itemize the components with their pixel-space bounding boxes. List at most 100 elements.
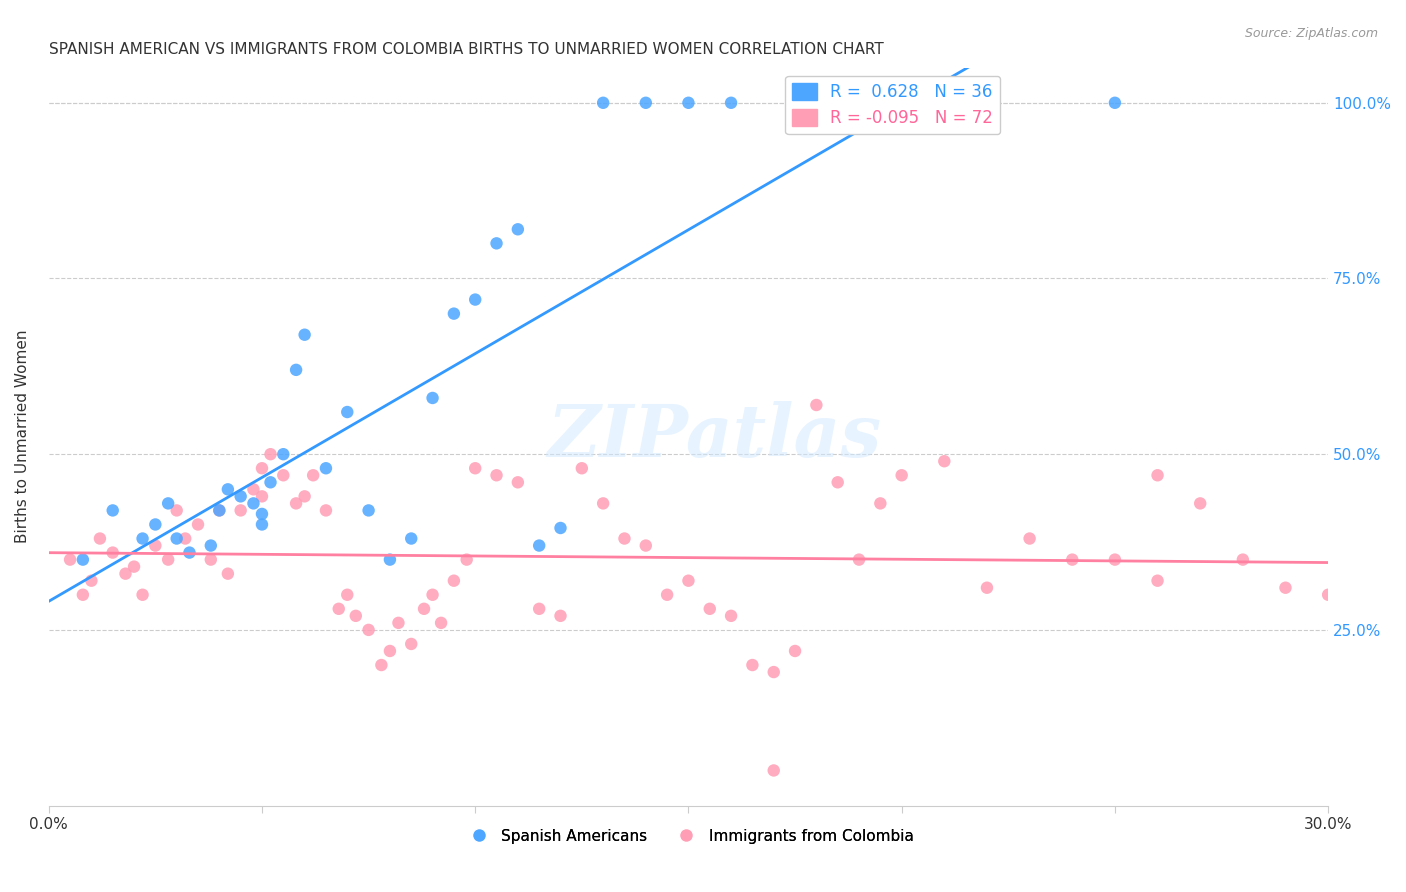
Point bbox=[506, 475, 529, 490]
Point bbox=[336, 405, 359, 419]
Point bbox=[131, 588, 153, 602]
Point bbox=[806, 398, 828, 412]
Point bbox=[250, 517, 273, 532]
Point bbox=[506, 222, 529, 236]
Point bbox=[655, 588, 678, 602]
Point bbox=[378, 644, 401, 658]
Point bbox=[200, 552, 222, 566]
Point bbox=[302, 468, 325, 483]
Point bbox=[80, 574, 103, 588]
Point bbox=[250, 507, 273, 521]
Point bbox=[634, 539, 657, 553]
Point bbox=[157, 552, 180, 566]
Point bbox=[869, 496, 891, 510]
Text: Source: ZipAtlas.com: Source: ZipAtlas.com bbox=[1244, 27, 1378, 40]
Point bbox=[443, 574, 465, 588]
Point bbox=[976, 581, 998, 595]
Point bbox=[1232, 552, 1254, 566]
Point bbox=[430, 615, 453, 630]
Point bbox=[890, 95, 912, 110]
Point bbox=[720, 608, 742, 623]
Point bbox=[934, 454, 956, 468]
Point bbox=[242, 483, 264, 497]
Point bbox=[285, 496, 308, 510]
Point bbox=[527, 539, 550, 553]
Point bbox=[315, 461, 337, 475]
Point bbox=[315, 503, 337, 517]
Point bbox=[699, 602, 721, 616]
Point bbox=[827, 475, 849, 490]
Point bbox=[1146, 468, 1168, 483]
Point bbox=[1018, 532, 1040, 546]
Point bbox=[592, 496, 614, 510]
Point bbox=[370, 658, 392, 673]
Text: ZIPatlas: ZIPatlas bbox=[547, 401, 882, 472]
Point bbox=[157, 496, 180, 510]
Point bbox=[217, 483, 239, 497]
Point bbox=[208, 503, 231, 517]
Point bbox=[187, 517, 209, 532]
Point bbox=[762, 764, 785, 778]
Point bbox=[271, 468, 294, 483]
Point bbox=[720, 95, 742, 110]
Point bbox=[592, 95, 614, 110]
Point bbox=[72, 552, 94, 566]
Point bbox=[1104, 552, 1126, 566]
Point bbox=[101, 545, 124, 559]
Point bbox=[443, 307, 465, 321]
Point bbox=[387, 615, 409, 630]
Point bbox=[678, 574, 700, 588]
Point bbox=[72, 588, 94, 602]
Y-axis label: Births to Unmarried Women: Births to Unmarried Women bbox=[15, 330, 30, 543]
Point bbox=[399, 637, 422, 651]
Point bbox=[848, 552, 870, 566]
Point bbox=[217, 566, 239, 581]
Point bbox=[271, 447, 294, 461]
Point bbox=[250, 489, 273, 503]
Point bbox=[242, 496, 264, 510]
Point bbox=[783, 644, 806, 658]
Point bbox=[336, 588, 359, 602]
Point bbox=[613, 532, 636, 546]
Point bbox=[114, 566, 136, 581]
Point bbox=[678, 95, 700, 110]
Point bbox=[1062, 552, 1084, 566]
Point bbox=[294, 327, 316, 342]
Legend: Spanish Americans, Immigrants from Colombia: Spanish Americans, Immigrants from Colom… bbox=[457, 822, 920, 849]
Point bbox=[357, 623, 380, 637]
Point bbox=[422, 588, 444, 602]
Point bbox=[285, 363, 308, 377]
Point bbox=[200, 539, 222, 553]
Point bbox=[208, 503, 231, 517]
Point bbox=[464, 461, 486, 475]
Point bbox=[229, 503, 252, 517]
Point bbox=[550, 608, 572, 623]
Point bbox=[399, 532, 422, 546]
Point bbox=[1189, 496, 1212, 510]
Point bbox=[456, 552, 478, 566]
Point bbox=[485, 468, 508, 483]
Point bbox=[485, 236, 508, 251]
Point bbox=[328, 602, 350, 616]
Point bbox=[413, 602, 436, 616]
Point bbox=[422, 391, 444, 405]
Point bbox=[464, 293, 486, 307]
Point bbox=[890, 468, 912, 483]
Point bbox=[259, 475, 281, 490]
Point bbox=[89, 532, 111, 546]
Point bbox=[294, 489, 316, 503]
Point bbox=[571, 461, 593, 475]
Point bbox=[122, 559, 145, 574]
Point bbox=[166, 532, 188, 546]
Point bbox=[634, 95, 657, 110]
Point bbox=[259, 447, 281, 461]
Point bbox=[229, 489, 252, 503]
Point bbox=[250, 461, 273, 475]
Point bbox=[179, 545, 201, 559]
Point bbox=[131, 532, 153, 546]
Point bbox=[357, 503, 380, 517]
Point bbox=[1104, 95, 1126, 110]
Point bbox=[166, 503, 188, 517]
Point bbox=[741, 658, 763, 673]
Point bbox=[1274, 581, 1296, 595]
